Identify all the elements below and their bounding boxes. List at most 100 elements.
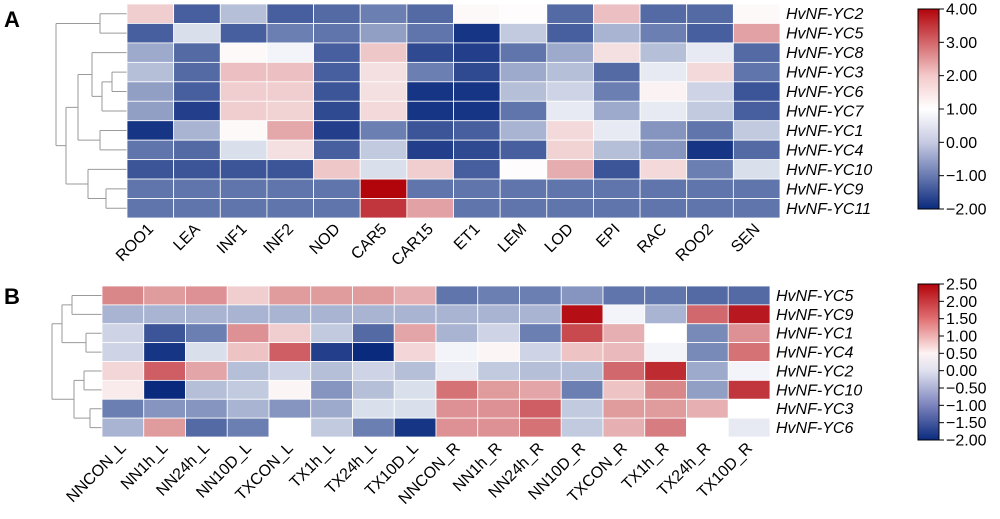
column-label: LEA [170, 221, 204, 255]
heatmap-cell [639, 120, 688, 141]
heatmap-cell [126, 42, 175, 63]
heatmap-cell [499, 178, 548, 199]
row-label: HvNF-YC11 [786, 201, 871, 218]
heatmap-cell [639, 42, 688, 63]
heatmap-cell [546, 159, 594, 180]
heatmap-cell [644, 398, 687, 419]
heatmap-cell [406, 61, 454, 83]
heatmap-cell [266, 120, 314, 141]
heatmap-cell [126, 159, 175, 180]
heatmap-cell [173, 178, 221, 199]
heatmap-cell [732, 100, 781, 122]
heatmap-cell [173, 198, 221, 219]
heatmap-cell [453, 61, 501, 83]
heatmap-cell [406, 178, 454, 199]
heatmap-cell [499, 120, 548, 141]
heatmap-cell [435, 342, 479, 362]
heatmap-cell [686, 417, 729, 438]
heatmap-cell [727, 417, 771, 438]
heatmap-cell [499, 23, 548, 44]
heatmap-cell [219, 159, 268, 180]
heatmap-cell [602, 285, 646, 306]
heatmap-cell [406, 159, 454, 180]
heatmap-cell [686, 379, 729, 400]
heatmap-cell [219, 23, 268, 44]
heatmap-cell [644, 285, 687, 306]
heatmap-cell [219, 81, 268, 102]
heatmap-cell [727, 304, 771, 325]
heatmap-cell [519, 342, 562, 362]
heatmap-cell [313, 61, 361, 83]
column-labels-b: NNCON_LNN1h_LNN24h_LNN10D_LTXCON_LTX1h_L… [64, 440, 756, 508]
heatmap-cell [143, 417, 186, 438]
heatmap-cell [406, 3, 454, 24]
heatmap-cell [560, 398, 604, 419]
column-label: EPI [593, 221, 623, 251]
heatmap-cell [219, 198, 268, 219]
row-label: HvNF-YC4 [786, 142, 863, 159]
heatmap-cell [268, 361, 312, 381]
heatmap-cell [359, 100, 408, 122]
heatmap-cell [686, 398, 729, 419]
row-label: HvNF-YC7 [786, 104, 864, 121]
heatmap-cell [268, 342, 312, 362]
heatmap-cell [310, 398, 353, 419]
heatmap-cell [359, 61, 408, 83]
row-labels-a: HvNF-YC2 HvNF-YC5 HvNF-YC8 HvNF-YC3 HvNF-YC6… [786, 6, 872, 218]
heatmap-cell [126, 81, 175, 102]
heatmap-cell [477, 342, 520, 362]
dendrogram-branch [51, 323, 74, 400]
heatmap-cell [435, 361, 479, 381]
colorbar-gradient-b [917, 283, 940, 441]
heatmap-cell [352, 417, 395, 438]
heatmap-cell [126, 139, 175, 161]
heatmap-cell [310, 285, 353, 306]
colorbar-tick-label: −2.00 [946, 202, 987, 219]
heatmap-cell [268, 417, 312, 438]
heatmap-cell [686, 304, 729, 325]
heatmap-cell [126, 120, 175, 141]
heatmap-cell [226, 398, 270, 419]
heatmap-cell [686, 61, 734, 83]
heatmap-cell [477, 285, 520, 306]
dendrogram-branch [99, 13, 127, 34]
column-label: ET1 [451, 221, 484, 254]
colorbar-tick-label: −0.50 [946, 381, 987, 398]
heatmap-cell [732, 3, 781, 24]
heatmap-cell [560, 304, 604, 325]
heatmap-cell [219, 42, 268, 63]
heatmap-cell [126, 178, 175, 199]
heatmap-cell [393, 304, 437, 325]
heatmap-cell [639, 139, 688, 161]
heatmap-cell [393, 379, 437, 400]
heatmap-cell [727, 398, 771, 419]
heatmap-cell [546, 100, 594, 122]
row-label: HvNF-YC6 [786, 84, 863, 101]
heatmap-cell [310, 304, 353, 325]
heatmap-cell [593, 61, 641, 83]
heatmap-cell [173, 3, 221, 24]
heatmap-cell [393, 285, 437, 306]
heatmap-cell [266, 61, 314, 83]
heatmap-cell [219, 3, 268, 24]
colorbar-tick-label: 2.00 [946, 294, 977, 311]
heatmap-cell [499, 139, 548, 161]
heatmap-cell [185, 361, 228, 381]
heatmap-cell [126, 198, 175, 219]
heatmap-cell [219, 178, 268, 199]
heatmap-cell [639, 81, 688, 102]
colorbar-tick-label: 1.50 [946, 311, 977, 328]
heatmap-cell [499, 61, 548, 83]
heatmap-cell [644, 342, 687, 362]
heatmap-cell [593, 23, 641, 44]
heatmap-cell [313, 42, 361, 63]
heatmap-cell [546, 120, 594, 141]
heatmap-cell [313, 81, 361, 102]
heatmap-cell [268, 323, 312, 344]
dendrogram-branch [71, 294, 102, 315]
heatmap-cell [219, 120, 268, 141]
heatmap-cell [732, 139, 781, 161]
heatmap-cell [499, 100, 548, 122]
colorbar-tick-label: −2.00 [946, 433, 987, 450]
column-label: ROO2 [673, 221, 717, 265]
